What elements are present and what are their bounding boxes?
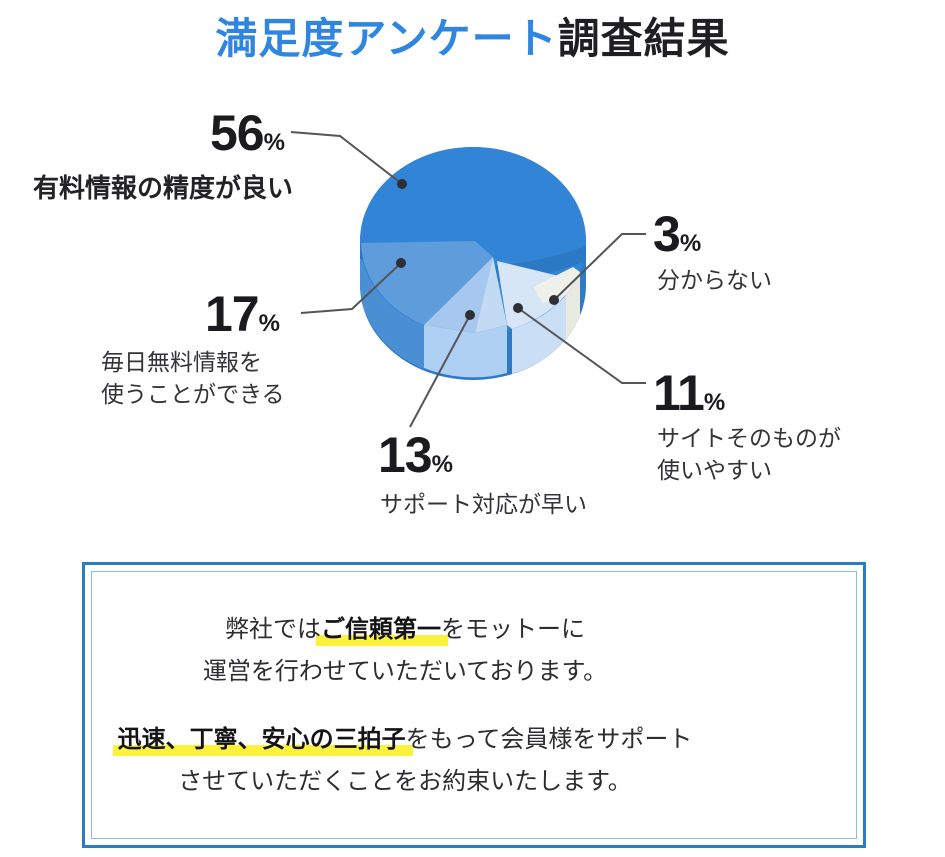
pie-slice-13-face-right <box>475 257 507 333</box>
p1-line2: 運営を行わせていただいております。 <box>202 658 608 685</box>
callout-3-label: 分からない <box>657 267 772 293</box>
message-text: 弊社ではご信頼第一をモットーに 運営を行わせていただいております。 迅速、丁寧、… <box>95 609 855 829</box>
pie-slice-13-front <box>424 325 507 378</box>
page-title-accent: 満足度アンケート <box>215 15 558 62</box>
callout-3-value: 3 <box>653 206 681 262</box>
callout-11-percent: 11% <box>653 368 725 418</box>
message-paragraph-2: 迅速、丁寧、安心の三拍子をもって会員様をサポート させていただくことをお約束いた… <box>95 719 715 803</box>
callout-17-label-line2: 使うことができる <box>101 381 285 407</box>
p1-pre: 弊社では <box>225 616 321 643</box>
p2-post: をもって会員様をサポート <box>405 726 693 753</box>
p1-post: をモットーに <box>441 616 585 643</box>
callout-17-value: 17 <box>205 286 260 342</box>
callout-13-label: サポート対応が早い <box>380 491 587 517</box>
callout-3-percent: 3% <box>653 209 701 259</box>
p1-highlighted-phrase: ご信頼第一 <box>321 616 441 643</box>
callout-11-percent-sign: % <box>703 389 726 416</box>
callout-13-percent: 13% <box>378 430 453 480</box>
callout-17-label-line1: 毎日無料情報を <box>101 349 262 375</box>
page-title-plain: 調査結果 <box>557 15 730 62</box>
callout-56-percent-sign: % <box>263 129 285 156</box>
p2-line2: させていただくことをお約束いたします。 <box>178 768 632 795</box>
message-box-inner-border <box>91 571 857 839</box>
callout-11-label-line1: サイトそのものが <box>657 425 841 451</box>
p2-highlighted-phrase: 迅速、丁寧、安心の三拍子 <box>117 726 406 753</box>
callout-11-label: サイトそのものが 使いやすい <box>657 422 841 486</box>
message-paragraph-1: 弊社ではご信頼第一をモットーに 運営を行わせていただいております。 <box>95 609 715 693</box>
pie-chart <box>360 147 586 380</box>
callout-17-label: 毎日無料情報を 使うことができる <box>101 346 285 410</box>
callout-17-percent-sign: % <box>258 310 280 337</box>
callout-11-value: 11 <box>653 365 705 421</box>
callout-13-value: 13 <box>378 427 433 483</box>
callout-56-percent: 56% <box>210 108 285 158</box>
page-title: 満足度アンケート調査結果 <box>0 5 945 66</box>
callout-11-label-line2: 使いやすい <box>657 457 772 483</box>
callout-13-percent-sign: % <box>431 451 453 478</box>
callout-56-value: 56 <box>210 105 265 161</box>
callout-56-label: 有料情報の精度が良い <box>33 173 294 203</box>
callout-17-percent: 17% <box>205 289 280 339</box>
callout-3-percent-sign: % <box>679 230 702 257</box>
message-box: 弊社ではご信頼第一をモットーに 運営を行わせていただいております。 迅速、丁寧、… <box>82 562 866 848</box>
pie-slice-13-face-left <box>424 257 493 333</box>
